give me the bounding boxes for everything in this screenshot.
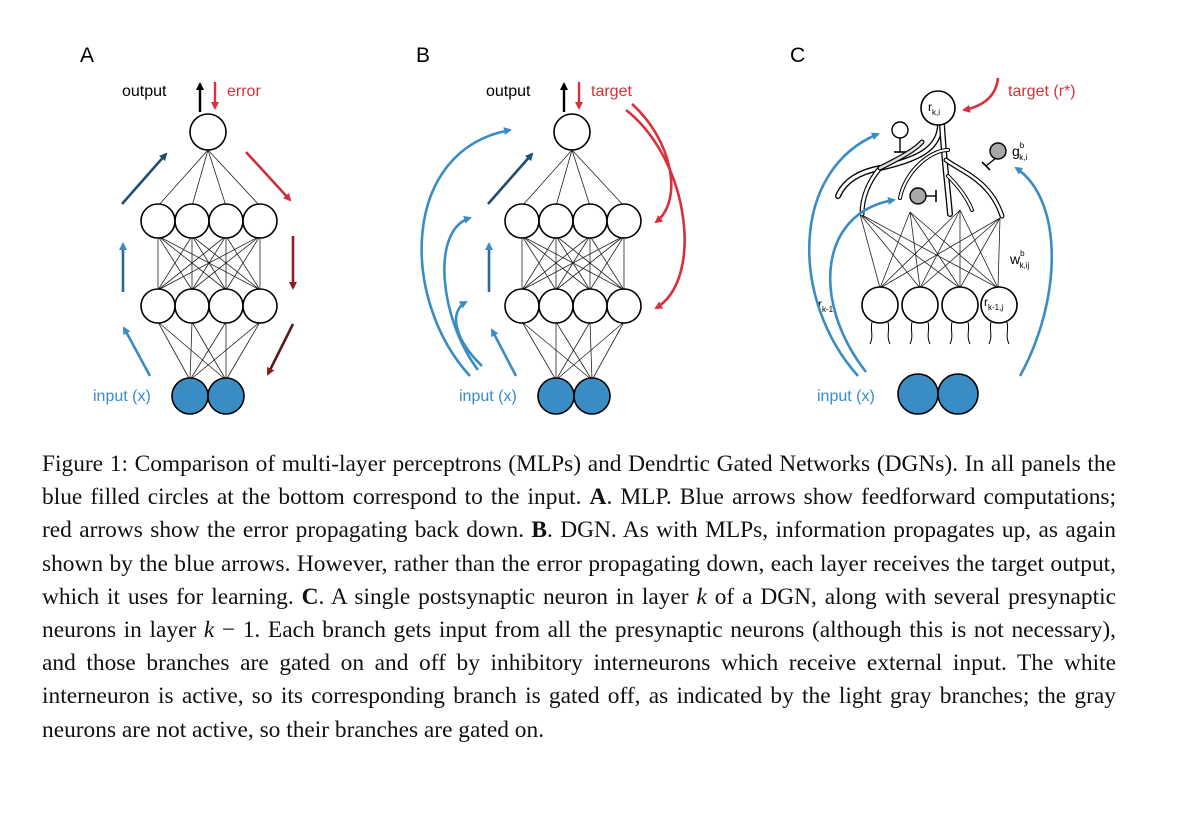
panel-c-r-ki-label: rk,i	[928, 100, 940, 117]
panel-b-hidden-layer-1	[504, 288, 642, 324]
panel-c-input-curve-to-white-interneuron	[807, 132, 880, 377]
panel-c-input-curve-to-gray-interneuron	[828, 197, 896, 373]
figure-1-diagram: A output error input	[80, 44, 1076, 415]
panel-b-hidden-layer-2	[504, 203, 642, 239]
panel-c-synaptic-connections	[859, 209, 1001, 289]
panel-c-interneuron-active-white	[891, 121, 909, 139]
caption-sentence-6: − 1. Each branch gets input from all the…	[42, 617, 1116, 743]
caption-sentence-4: . A single postsynaptic neuron in layer	[318, 583, 697, 610]
panel-b-forward-curve-to-hidden-2	[443, 215, 480, 371]
panel-b-forward-arrow-top	[487, 152, 534, 205]
panel-c-w-label: wb k,ij	[1009, 249, 1030, 270]
panel-b-target-label: target	[591, 83, 632, 100]
caption-lead: Figure 1:	[42, 451, 128, 477]
panel-b-forward-curve-to-hidden-1	[454, 300, 483, 367]
panel-a: A output error input	[80, 44, 297, 415]
caption-sentence-2: . MLP. Blue arrows show feedforward comp…	[42, 484, 1116, 544]
panel-c-dendritic-tree	[835, 121, 1005, 219]
panel-c-g-label: gb k,i	[1012, 141, 1027, 162]
panel-b-input-label: input (x)	[459, 388, 517, 405]
caption-panel-b-label: B	[531, 517, 548, 544]
caption-sentence-3: . DGN. As with MLPs, information propaga…	[42, 517, 1116, 610]
panel-c-letter: C	[790, 44, 805, 67]
figure-caption: Figure 1: Comparison of multi-layer perc…	[42, 448, 1116, 747]
caption-sentence-1: Comparison of multi-layer perceptrons (M…	[42, 451, 1116, 511]
panel-a-error-arrow-bottom	[266, 323, 295, 376]
panel-c-input-label: input (x)	[817, 388, 875, 405]
panel-b-output-label: output	[486, 83, 531, 100]
panel-c-postsynaptic-neuron	[920, 90, 956, 126]
panel-b-input-neurons	[537, 377, 611, 415]
panel-c-target-label: target (r*)	[1008, 83, 1076, 100]
panel-c-input-curve-to-right-interneuron	[1014, 166, 1054, 377]
panel-b-target-curve-to-hidden-1	[625, 108, 686, 310]
panel-c-presynaptic-axons	[869, 321, 1010, 345]
panel-a-hidden-layer-2	[140, 203, 278, 239]
panel-b-forward-curve-to-output	[420, 127, 512, 377]
panel-c: C	[790, 44, 1076, 415]
panel-a-hidden-layer-1	[140, 288, 278, 324]
caption-panel-a-label: A	[589, 484, 607, 511]
caption-panel-c-label: C	[301, 583, 319, 610]
panel-a-input-label: input (x)	[93, 388, 151, 405]
caption-sentence-5: of a DGN, along with several presynaptic…	[42, 583, 1116, 644]
panel-a-output-label: output	[122, 83, 167, 100]
panel-a-forward-arrow-top	[121, 152, 168, 205]
panel-a-input-neurons	[171, 377, 245, 415]
panel-a-forward-arrow-bottom	[122, 326, 152, 377]
panel-c-r-k1-label: rk-1	[818, 297, 834, 314]
panel-a-error-label: error	[227, 83, 261, 100]
caption-layer-k: k	[696, 583, 707, 610]
panel-c-presynaptic-neurons	[861, 286, 1018, 324]
panel-a-letter: A	[80, 44, 94, 67]
panel-c-input-neurons	[897, 373, 979, 415]
panel-b-output-neuron	[553, 113, 591, 151]
panel-a-connections	[157, 149, 261, 381]
panel-a-output-neuron	[189, 113, 227, 151]
panel-b-connections	[521, 149, 625, 381]
panel-b-forward-arrow-bottom	[490, 328, 518, 377]
panel-b: B output target input (x)	[416, 44, 686, 415]
panel-c-r-k1j-label: rk-1,j	[984, 295, 1003, 312]
panel-a-error-arrow-top	[245, 151, 292, 202]
panel-b-letter: B	[416, 44, 430, 67]
caption-layer-k-minus: k	[203, 617, 215, 644]
panel-c-interneuron-gray-right	[989, 142, 1007, 160]
panel-c-interneuron-gray-middle	[909, 187, 927, 205]
panel-c-target-arrow	[962, 77, 1000, 113]
